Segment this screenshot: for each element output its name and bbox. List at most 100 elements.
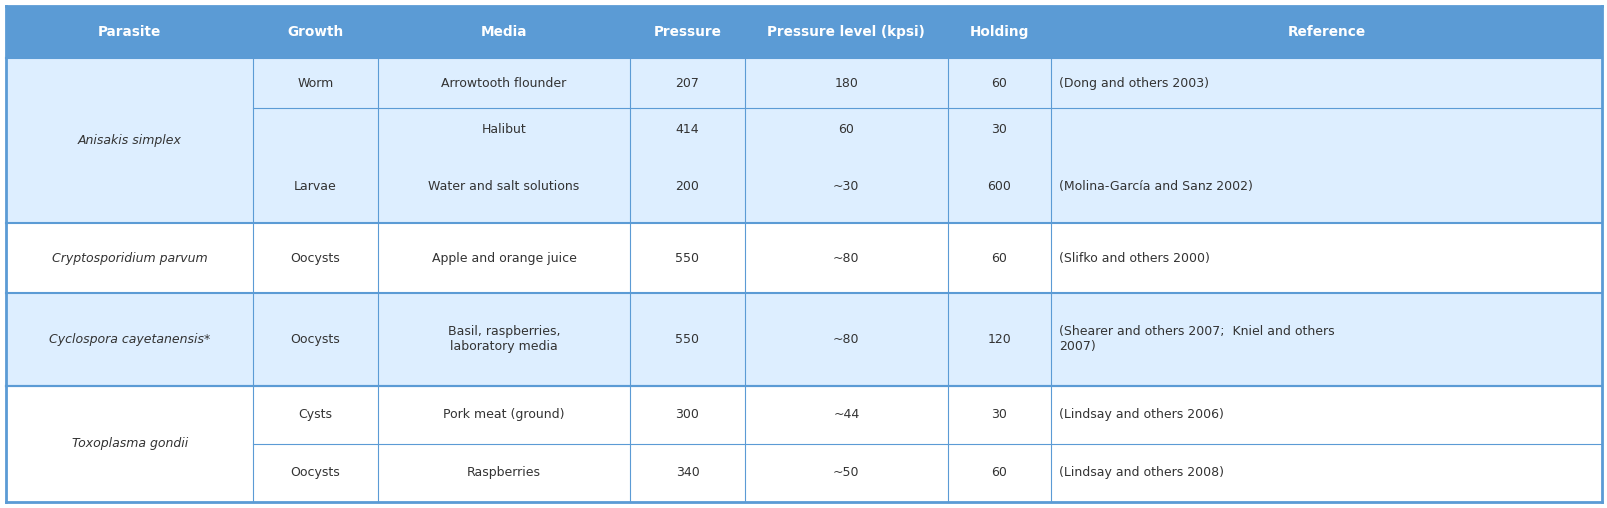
Bar [744,386,947,444]
Text: 550: 550 [675,333,699,346]
Text: Larvae: Larvae [294,180,337,193]
Bar [378,223,630,293]
Text: (Molina-García and Sanz 2002): (Molina-García and Sanz 2002) [1059,180,1252,193]
Text: 550: 550 [675,251,699,265]
Bar [254,386,378,444]
Bar [947,150,1051,223]
Bar [254,58,378,150]
Bar [6,223,254,293]
Text: Apple and orange juice: Apple and orange juice [431,251,575,265]
Text: Pork meat (ground): Pork meat (ground) [444,408,564,421]
Text: ~80: ~80 [832,251,860,265]
Text: ~30: ~30 [832,180,860,193]
Bar [254,223,378,293]
Text: Oocysts: Oocysts [291,333,341,346]
Bar [254,293,378,386]
Bar [1051,150,1601,223]
Bar [378,6,630,58]
Bar [947,223,1051,293]
Bar [378,150,630,223]
Text: (Slifko and others 2000): (Slifko and others 2000) [1059,251,1210,265]
Bar [378,293,630,386]
Text: 180: 180 [834,77,858,90]
Text: ~80: ~80 [832,333,860,346]
Text: 30: 30 [992,123,1008,136]
Text: 60: 60 [992,77,1008,90]
Bar [947,108,1051,150]
Bar [744,108,947,150]
Bar [6,386,254,502]
Bar [744,223,947,293]
Text: Parasite: Parasite [98,25,161,39]
Text: Growth: Growth [288,25,344,39]
Text: Arrowtooth flounder: Arrowtooth flounder [440,77,566,90]
Text: Pressure level (kpsi): Pressure level (kpsi) [767,25,924,39]
Text: 200: 200 [675,180,699,193]
Bar [744,6,947,58]
Text: (Dong and others 2003): (Dong and others 2003) [1059,77,1208,90]
Bar [744,58,947,108]
Bar [947,293,1051,386]
Text: Water and salt solutions: Water and salt solutions [427,180,579,193]
Bar [630,386,744,444]
Text: Media: Media [480,25,527,39]
Text: Raspberries: Raspberries [466,466,540,480]
Text: Reference: Reference [1287,25,1364,39]
Text: Oocysts: Oocysts [291,251,341,265]
Bar [254,150,378,223]
Text: (Lindsay and others 2006): (Lindsay and others 2006) [1059,408,1223,421]
Bar [744,293,947,386]
Bar [947,444,1051,502]
Bar [630,6,744,58]
Text: Anisakis simplex: Anisakis simplex [77,134,182,147]
Text: ~50: ~50 [832,466,860,480]
Text: (Lindsay and others 2008): (Lindsay and others 2008) [1059,466,1223,480]
Text: Cryptosporidium parvum: Cryptosporidium parvum [51,251,207,265]
Text: 60: 60 [837,123,853,136]
Bar [947,6,1051,58]
Text: 300: 300 [675,408,699,421]
Bar [6,293,254,386]
Bar [947,58,1051,108]
Bar [947,386,1051,444]
Text: ~44: ~44 [832,408,858,421]
Text: Pressure: Pressure [652,25,722,39]
Bar [630,150,744,223]
Bar [378,444,630,502]
Text: Toxoplasma gondii: Toxoplasma gondii [72,437,188,450]
Text: 60: 60 [992,251,1008,265]
Text: (Shearer and others 2007;  Kniel and others
2007): (Shearer and others 2007; Kniel and othe… [1059,325,1334,354]
Bar [630,223,744,293]
Text: 120: 120 [987,333,1011,346]
Text: 60: 60 [992,466,1008,480]
Text: Oocysts: Oocysts [291,466,341,480]
Bar [630,293,744,386]
Bar [1051,58,1601,108]
Bar [378,386,630,444]
Bar [1051,444,1601,502]
Bar [744,444,947,502]
Bar [630,108,744,150]
Text: Halibut: Halibut [480,123,525,136]
Bar [6,6,254,58]
Bar [254,6,378,58]
Text: Holding: Holding [969,25,1028,39]
Bar [744,150,947,223]
Bar [1051,108,1601,150]
Bar [378,108,630,150]
Text: 414: 414 [675,123,699,136]
Text: 207: 207 [675,77,699,90]
Text: Cysts: Cysts [299,408,333,421]
Bar [1051,293,1601,386]
Bar [378,58,630,108]
Bar [1051,223,1601,293]
Text: Cyclospora cayetanensis*: Cyclospora cayetanensis* [50,333,211,346]
Text: 600: 600 [987,180,1011,193]
Bar [1051,6,1601,58]
Text: Basil, raspberries,
laboratory media: Basil, raspberries, laboratory media [447,325,559,354]
Text: 30: 30 [992,408,1008,421]
Bar [6,58,254,223]
Text: Worm: Worm [297,77,334,90]
Text: 340: 340 [675,466,699,480]
Bar [630,444,744,502]
